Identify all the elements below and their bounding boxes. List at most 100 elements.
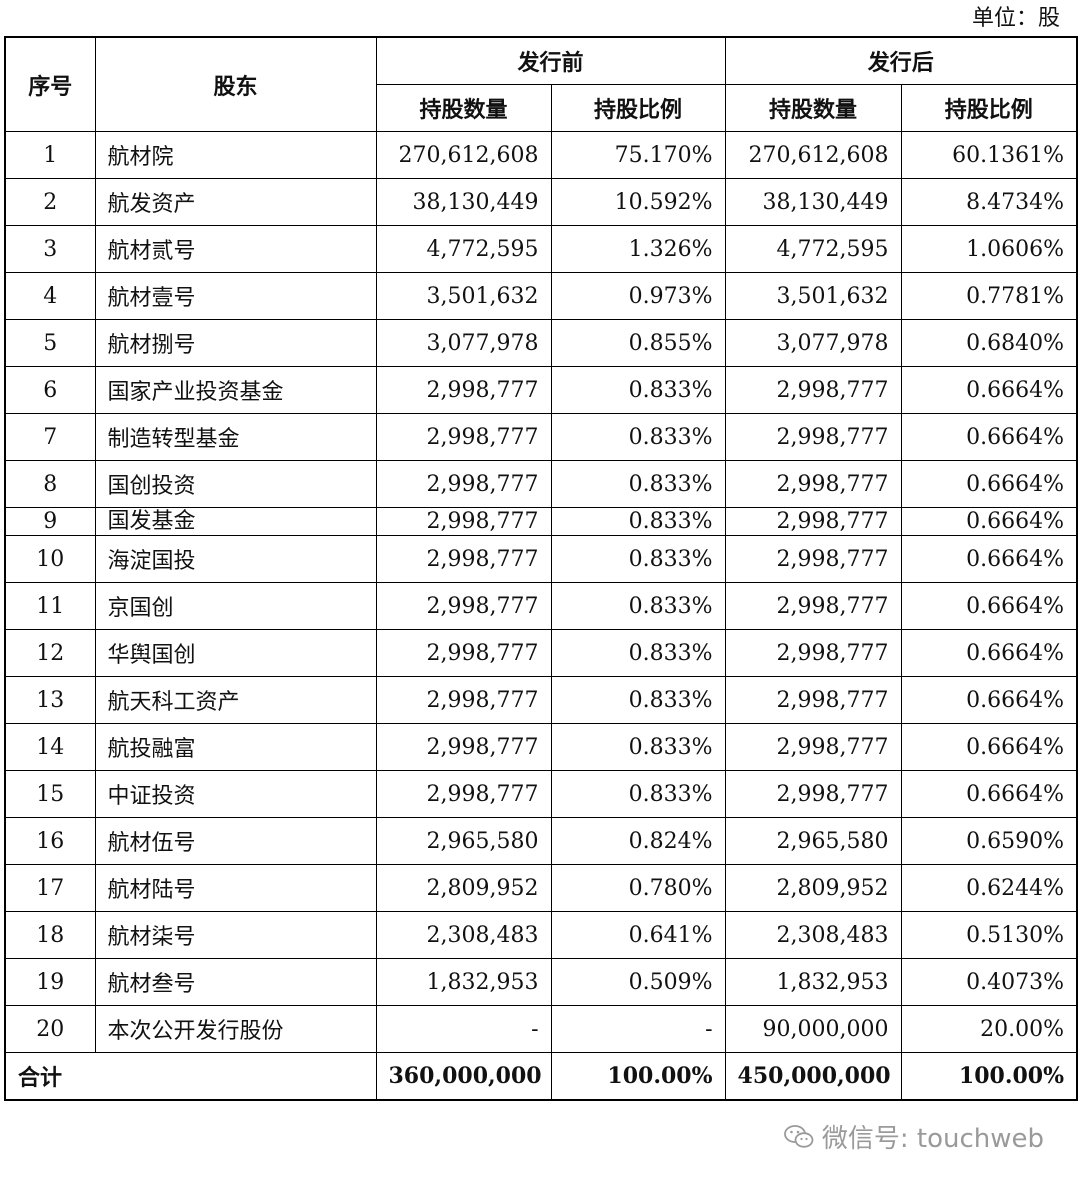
row-after-ratio: 0.6664% <box>900 723 1078 771</box>
row-after-ratio: 0.6664% <box>900 460 1078 508</box>
row-shareholder: 国家产业投资基金 <box>94 366 377 414</box>
row-before-shares: 2,998,777 <box>375 507 552 536</box>
table-row: 2 航发资产 38,130,449 10.592% 38,130,449 8.4734% <box>4 178 1078 226</box>
total-before-ratio: 100.00% <box>550 1052 726 1101</box>
row-before-ratio: 0.855% <box>550 319 726 367</box>
header-row-1: 序号 股东 发行前 发行后 <box>4 36 1078 132</box>
row-shareholder: 航材壹号 <box>94 272 377 320</box>
row-before-ratio: - <box>550 1005 726 1053</box>
row-before-shares: 2,998,777 <box>375 723 552 771</box>
row-after-ratio: 0.7781% <box>900 272 1078 320</box>
row-shareholder: 海淀国投 <box>94 535 377 583</box>
row-index: 18 <box>4 911 96 959</box>
row-after-shares: 3,501,632 <box>724 272 902 320</box>
wechat-icon <box>783 1124 814 1150</box>
row-index: 2 <box>4 178 96 226</box>
shareholder-header: 股东 <box>94 36 377 132</box>
row-after-ratio: 8.4734% <box>900 178 1078 226</box>
after-ratio-header: 持股比例 <box>900 84 1078 132</box>
row-index: 7 <box>4 413 96 461</box>
row-after-shares: 2,998,777 <box>724 582 902 630</box>
row-index: 19 <box>4 958 96 1006</box>
row-index: 5 <box>4 319 96 367</box>
table-row: 18 航材柒号 2,308,483 0.641% 2,308,483 0.5130% <box>4 911 1078 959</box>
total-before-shares: 360,000,000 <box>375 1052 552 1101</box>
row-before-shares: 3,077,978 <box>375 319 552 367</box>
row-before-ratio: 0.973% <box>550 272 726 320</box>
row-shareholder: 航投融富 <box>94 723 377 771</box>
row-index: 6 <box>4 366 96 414</box>
row-shareholder: 国发基金 <box>94 507 377 536</box>
row-before-ratio: 0.833% <box>550 723 726 771</box>
row-index: 10 <box>4 535 96 583</box>
row-after-shares: 2,998,777 <box>724 366 902 414</box>
row-after-ratio: 0.6664% <box>900 629 1078 677</box>
row-before-ratio: 0.833% <box>550 507 726 536</box>
row-before-ratio: 0.833% <box>550 770 726 818</box>
row-shareholder: 航材院 <box>94 131 377 179</box>
row-after-ratio: 0.6664% <box>900 676 1078 724</box>
row-before-shares: 2,998,777 <box>375 676 552 724</box>
after-issue-header: 发行后 <box>724 36 1078 85</box>
row-before-shares: 2,965,580 <box>375 817 552 865</box>
table-row: 20 本次公开发行股份 - -90,000,000 20.00% <box>4 1005 1078 1053</box>
row-before-shares: 4,772,595 <box>375 225 552 273</box>
row-before-shares: 2,998,777 <box>375 460 552 508</box>
row-after-shares: 2,809,952 <box>724 864 902 912</box>
row-shareholder: 航材贰号 <box>94 225 377 273</box>
row-before-shares: 2,998,777 <box>375 366 552 414</box>
table-row: 19 航材叁号 1,832,953 0.509% 1,832,953 0.4073% <box>4 958 1078 1006</box>
table-row: 14 航投融富 2,998,777 0.833% 2,998,777 0.6664% <box>4 723 1078 771</box>
table-row: 6 国家产业投资基金 2,998,777 0.833% 2,998,777 0.6664% <box>4 366 1078 414</box>
row-after-ratio: 0.5130% <box>900 911 1078 959</box>
before-ratio-header: 持股比例 <box>550 84 726 132</box>
row-after-ratio: 0.6590% <box>900 817 1078 865</box>
row-before-ratio: 75.170% <box>550 131 726 179</box>
row-before-ratio: 0.833% <box>550 413 726 461</box>
row-before-ratio: 0.833% <box>550 535 726 583</box>
row-before-ratio: 0.641% <box>550 911 726 959</box>
row-after-shares: 2,965,580 <box>724 817 902 865</box>
row-after-ratio: 0.6664% <box>900 582 1078 630</box>
row-after-ratio: 0.6664% <box>900 366 1078 414</box>
row-after-ratio: 0.6664% <box>900 770 1078 818</box>
row-after-shares: 2,998,777 <box>724 676 902 724</box>
table-row: 12 华舆国创 2,998,777 0.833% 2,998,777 0.6664% <box>4 629 1078 677</box>
row-index: 4 <box>4 272 96 320</box>
table-row: 9 国发基金 2,998,777 0.833% 2,998,777 0.6664% <box>4 507 1078 536</box>
table-row: 3 航材贰号 4,772,595 1.326% 4,772,595 1.0606% <box>4 225 1078 273</box>
row-index: 13 <box>4 676 96 724</box>
row-index: 12 <box>4 629 96 677</box>
row-before-shares: 2,308,483 <box>375 911 552 959</box>
row-after-ratio: 1.0606% <box>900 225 1078 273</box>
watermark: 微信号: touchweb <box>783 1118 1044 1155</box>
row-before-shares: 3,501,632 <box>375 272 552 320</box>
index-header: 序号 <box>4 36 96 132</box>
row-index: 3 <box>4 225 96 273</box>
row-after-ratio: 0.6664% <box>900 535 1078 583</box>
row-shareholder: 航材伍号 <box>94 817 377 865</box>
row-before-shares: 38,130,449 <box>375 178 552 226</box>
row-after-shares: 4,772,595 <box>724 225 902 273</box>
row-index: 16 <box>4 817 96 865</box>
before-issue-header: 发行前 <box>375 36 726 85</box>
total-label: 合计 <box>4 1052 377 1101</box>
total-after-ratio: 100.00% <box>900 1052 1078 1101</box>
row-index: 11 <box>4 582 96 630</box>
row-after-shares: 2,998,777 <box>724 770 902 818</box>
shareholding-table: 序号 股东 发行前 发行后 持股数量 持股比例 持股数量 持股比例 1 航材院 27… <box>4 36 1079 1101</box>
row-after-shares: 90,000,000 <box>724 1005 902 1053</box>
table-row: 1 航材院 270,612,608 75.170% 270,612,608 60.1361… <box>4 131 1078 179</box>
row-index: 17 <box>4 864 96 912</box>
before-shares-header: 持股数量 <box>375 84 552 132</box>
row-shareholder: 中证投资 <box>94 770 377 818</box>
row-shareholder: 航材捌号 <box>94 319 377 367</box>
row-before-shares: 270,612,608 <box>375 131 552 179</box>
row-after-shares: 2,308,483 <box>724 911 902 959</box>
table-row: 16 航材伍号 2,965,580 0.824% 2,965,580 0.6590% <box>4 817 1078 865</box>
row-shareholder: 京国创 <box>94 582 377 630</box>
table-row: 5 航材捌号 3,077,978 0.855% 3,077,978 0.6840% <box>4 319 1078 367</box>
watermark-text: 微信号: touchweb <box>821 1124 1044 1154</box>
table-row: 13 航天科工资产 2,998,777 0.833% 2,998,777 0.6664% <box>4 676 1078 724</box>
row-before-ratio: 0.833% <box>550 366 726 414</box>
